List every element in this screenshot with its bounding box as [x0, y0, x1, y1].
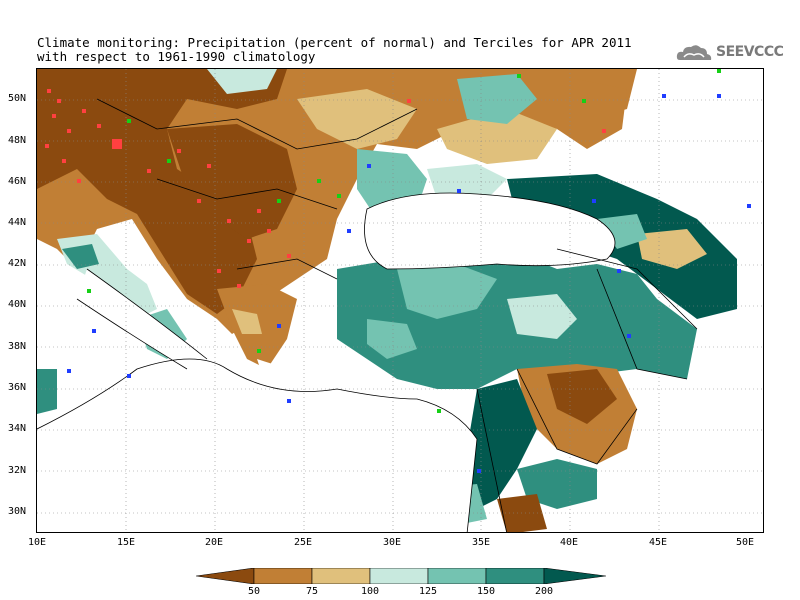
- colorbar-segment-2: [311, 568, 371, 584]
- colorbar-label-125: 125: [418, 586, 438, 597]
- lon-label-15e: 15E: [116, 537, 136, 548]
- colorbar: [196, 568, 606, 584]
- lon-label-40e: 40E: [559, 537, 579, 548]
- lon-label-35e: 35E: [471, 537, 491, 548]
- lon-label-20e: 20E: [204, 537, 224, 548]
- lon-label-25e: 25E: [293, 537, 313, 548]
- lat-label-38n: 38N: [8, 341, 27, 352]
- precipitation-map: [36, 68, 764, 533]
- graticule: [37, 69, 763, 532]
- colorbar-label-100: 100: [360, 586, 380, 597]
- logo-text: SEEVCCC: [716, 44, 784, 60]
- coastlines-borders: [37, 98, 698, 532]
- map-title: Climate monitoring: Precipitation (perce…: [37, 35, 632, 50]
- lat-label-42n: 42N: [8, 258, 27, 269]
- lon-label-50e: 50E: [735, 537, 755, 548]
- colorbar-segment-0: [196, 568, 255, 584]
- lat-label-36n: 36N: [8, 382, 27, 393]
- colorbar-segment-3: [369, 568, 429, 584]
- lon-label-10e: 10E: [27, 537, 47, 548]
- lat-label-30n: 30N: [8, 506, 27, 517]
- precip-fields: [37, 69, 737, 532]
- lat-label-48n: 48N: [8, 135, 27, 146]
- lat-label-46n: 46N: [8, 176, 27, 187]
- colorbar-segment-1: [253, 568, 313, 584]
- seas: [37, 193, 615, 532]
- lon-label-30e: 30E: [382, 537, 402, 548]
- colorbar-segment-5: [485, 568, 545, 584]
- lat-label-40n: 40N: [8, 299, 27, 310]
- map-subtitle: with respect to 1961-1990 climatology: [37, 49, 316, 64]
- colorbar-label-50: 50: [247, 586, 261, 597]
- map-canvas: [37, 69, 763, 532]
- colorbar-label-75: 75: [305, 586, 319, 597]
- cloud-icon: [676, 45, 712, 60]
- lat-label-32n: 32N: [8, 465, 27, 476]
- lat-label-50n: 50N: [8, 93, 27, 104]
- lat-label-34n: 34N: [8, 423, 27, 434]
- colorbar-label-200: 200: [534, 586, 554, 597]
- lon-label-45e: 45E: [648, 537, 668, 548]
- colorbar-segment-6: [543, 568, 606, 584]
- tercile-markers: [45, 69, 751, 473]
- colorbar-segment-4: [427, 568, 487, 584]
- colorbar-label-150: 150: [476, 586, 496, 597]
- lat-label-44n: 44N: [8, 217, 27, 228]
